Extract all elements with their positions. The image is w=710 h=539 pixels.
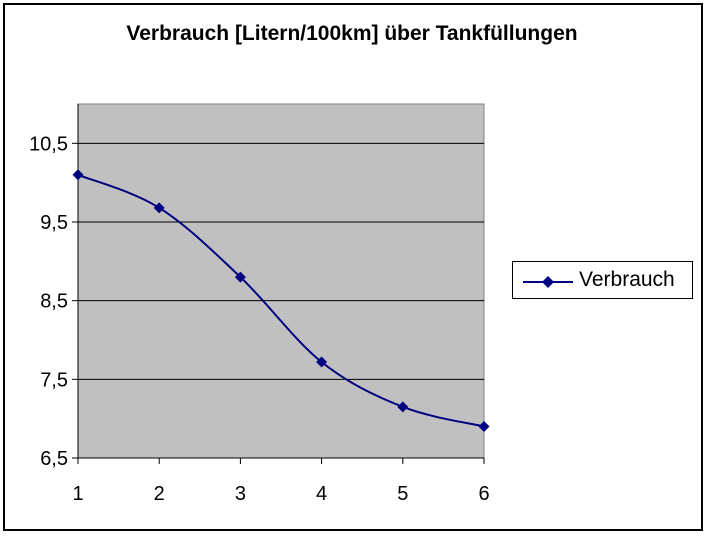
data-point-marker [478, 421, 490, 433]
chart-title: Verbrauch [Litern/100km] über Tankfüllun… [126, 22, 578, 45]
legend-label: Verbrauch [579, 268, 675, 291]
y-tick-label: 6,5 [40, 448, 68, 470]
x-tick-label: 2 [154, 483, 165, 505]
data-point-marker [234, 271, 246, 283]
series-line-verbrauch [77, 173, 485, 428]
legend: Verbrauch [512, 261, 693, 299]
y-tick-label: 8,5 [40, 291, 68, 313]
series-markers [72, 169, 490, 433]
plot-area [77, 103, 485, 459]
x-tick-label: 3 [235, 483, 246, 505]
data-point-marker [397, 401, 409, 413]
y-tick-label: 10,5 [29, 133, 68, 155]
x-tick-label: 5 [397, 483, 408, 505]
y-axis-ticks: 10,5 9,5 8,5 7,5 6,5 [29, 133, 78, 470]
x-axis-ticks: 1 2 3 4 5 6 [72, 458, 490, 505]
legend-swatch [523, 276, 573, 288]
x-tick-label: 4 [316, 483, 327, 505]
grid-lines [78, 142, 484, 380]
y-tick-label: 9,5 [40, 212, 68, 234]
data-point-marker [72, 169, 84, 181]
axes [77, 104, 484, 459]
x-tick-label: 6 [478, 483, 489, 505]
x-tick-label: 1 [72, 483, 83, 505]
data-point-marker [153, 202, 165, 214]
y-tick-label: 7,5 [40, 369, 68, 391]
data-point-marker [316, 356, 328, 368]
